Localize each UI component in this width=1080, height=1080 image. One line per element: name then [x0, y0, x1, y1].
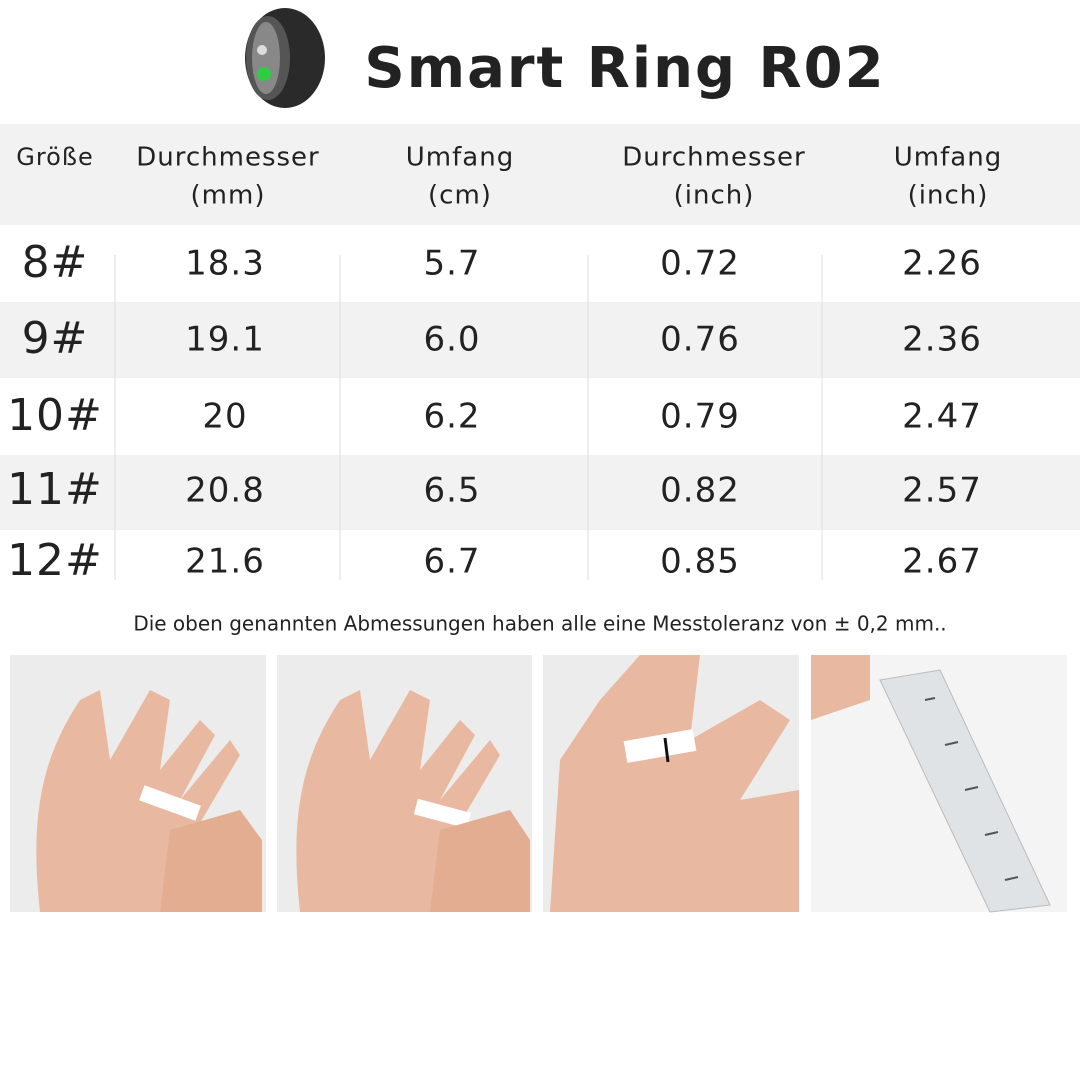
column-header: (mm) — [191, 181, 266, 211]
ring-icon — [245, 8, 325, 108]
cell-value: 19.1 — [185, 320, 265, 360]
photo-3 — [543, 655, 799, 912]
size-label: 11# — [7, 464, 103, 515]
column-header: (inch) — [674, 181, 755, 211]
row-band — [0, 302, 1080, 378]
cell-value: 21.6 — [185, 542, 265, 582]
cell-value: 6.0 — [423, 320, 480, 360]
photo-2 — [277, 655, 532, 912]
cell-value: 2.36 — [902, 320, 982, 360]
column-header: Umfang — [406, 143, 514, 173]
size-label: 10# — [7, 390, 103, 441]
size-label: 9# — [22, 313, 89, 364]
cell-value: 20 — [202, 397, 247, 437]
photo-4 — [811, 655, 1067, 913]
row-band — [0, 455, 1080, 530]
table: Größe Durchmesser (mm) Umfang (cm) Durchmesse… — [7, 143, 1002, 587]
cell-value: 0.72 — [660, 244, 740, 284]
note: Die oben genannten Abmessungen haben all… — [133, 612, 946, 636]
photo-1 — [10, 655, 266, 912]
column-header: (cm) — [428, 181, 492, 211]
cell-value: 6.5 — [423, 471, 480, 511]
cell-value: 2.26 — [902, 244, 982, 284]
cell-value: 6.7 — [423, 542, 480, 582]
column-header: Durchmesser — [136, 143, 320, 173]
cell-value: 2.67 — [902, 542, 982, 582]
column-header: (inch) — [908, 181, 989, 211]
cell-value: 2.47 — [902, 397, 982, 437]
cell-value: 18.3 — [185, 244, 265, 284]
cell-value: 0.85 — [660, 542, 740, 582]
size-label: 8# — [22, 237, 89, 288]
column-dividers — [114, 255, 823, 580]
header-band — [0, 124, 1080, 225]
cell-value: 0.76 — [660, 320, 740, 360]
cell-value: 0.79 — [660, 397, 740, 437]
cell-value: 0.82 — [660, 471, 740, 511]
column-header: Umfang — [894, 143, 1002, 173]
cell-value: 2.57 — [902, 471, 982, 511]
title: Smart Ring R02 — [364, 36, 885, 101]
column-header: Größe — [16, 143, 94, 171]
column-header: Durchmesser — [622, 143, 806, 173]
cell-value: 6.2 — [423, 397, 480, 437]
cell-value: 20.8 — [185, 471, 265, 511]
cell-value: 5.7 — [423, 244, 480, 284]
size-label: 12# — [7, 535, 103, 586]
